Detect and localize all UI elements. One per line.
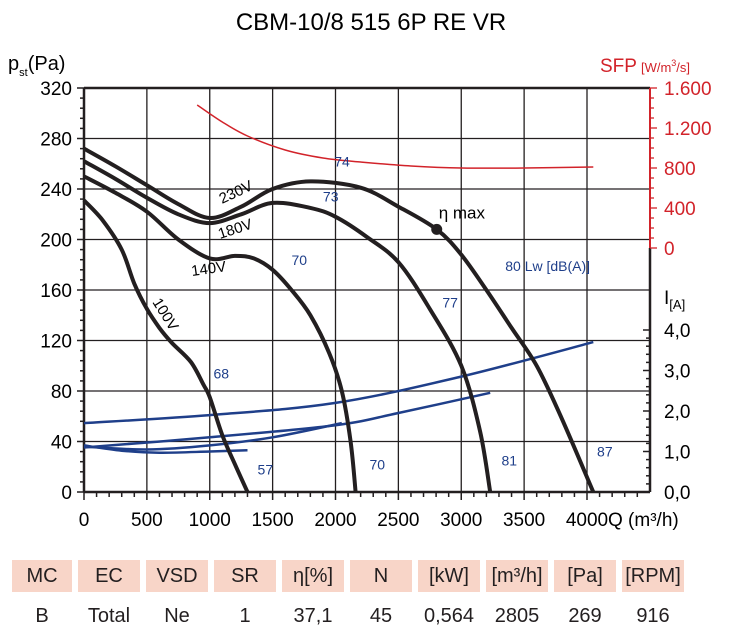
y-tick-label: 0	[61, 483, 72, 504]
noise-label: 70	[291, 252, 307, 268]
noise-label: 74	[334, 153, 350, 169]
sfp-tick-label: 800	[664, 159, 696, 180]
x-tick-label: 1000	[189, 510, 231, 531]
current-tick-label: 0,0	[664, 483, 690, 504]
spec-value-cell: 0,564	[423, 604, 475, 627]
sfp-axis-label: SFP [W/m3/s]	[600, 56, 690, 77]
x-tick-label: 4000	[566, 510, 608, 531]
spec-header-cell: MC	[12, 560, 72, 592]
noise-label: 80 Lw [dB(A)]	[505, 258, 590, 274]
x-tick-label: 3000	[440, 510, 482, 531]
current-tick-label: 3,0	[664, 362, 690, 383]
pressure-curve-140v	[83, 174, 358, 493]
noise-label: 68	[214, 365, 230, 381]
spec-value-cell: B	[35, 604, 49, 627]
current-tick-label: 4,0	[664, 321, 690, 342]
sfp-tick-label: 1.600	[664, 79, 712, 100]
sfp-curve	[196, 104, 594, 169]
noise-label: 73	[323, 189, 339, 205]
spec-header-cell: EC	[78, 560, 140, 592]
eta-max-label: η max	[439, 203, 486, 222]
noise-label: 87	[597, 444, 613, 460]
sfp-tick-label: 1.200	[664, 119, 712, 140]
y-tick-label: 160	[40, 281, 72, 302]
spec-value-cell: 37,1	[293, 604, 333, 627]
x-tick-label: 500	[131, 510, 163, 531]
current-tick-label: 2,0	[664, 402, 690, 423]
y-tick-label: 320	[40, 79, 72, 100]
y-tick-label: 40	[51, 433, 72, 454]
axes	[77, 86, 657, 500]
sfp-tick-label: 0	[664, 239, 675, 260]
noise-label: 77	[442, 295, 458, 311]
spec-header-cell: [m³/h]	[486, 560, 548, 592]
spec-header-cell: η[%]	[282, 560, 344, 592]
spec-table: MC EC VSD SR η[%] N [kW] [m³/h] [Pa] [RPM] B Total…	[6, 560, 690, 636]
x-tick-label: 0	[79, 510, 90, 531]
x-axis-label: Q (m³/h)	[608, 510, 679, 531]
y-axis-label: pst(Pa)	[8, 53, 65, 79]
spec-header-cell: [Pa]	[554, 560, 616, 592]
y-tick-label: 280	[40, 130, 72, 151]
current-curve	[83, 340, 594, 425]
chart-title: CBM-10/8 515 6P RE VR	[236, 9, 506, 36]
spec-value-cell: 45	[369, 604, 393, 627]
current-curve	[83, 444, 248, 454]
labels: 0 500 1000 1500 2000 2500 3000 3500 4000 Q (m³/h)…	[40, 79, 711, 531]
spec-value-cell: Ne	[164, 604, 190, 627]
current-curve	[83, 421, 343, 451]
x-tick-label: 2500	[377, 510, 419, 531]
y-tick-label: 80	[51, 382, 72, 403]
series	[82, 104, 596, 493]
x-tick-label: 1500	[251, 510, 293, 531]
noise-label: 70	[369, 456, 385, 472]
pressure-curve-100v	[82, 198, 250, 493]
spec-header-cell: N	[350, 560, 412, 592]
grid	[84, 88, 650, 492]
noise-label: 81	[501, 452, 517, 468]
y-tick-label: 240	[40, 180, 72, 201]
spec-value-cell: Total	[87, 604, 131, 627]
sfp-tick-label: 400	[664, 199, 696, 220]
spec-header-cell: SR	[214, 560, 276, 592]
spec-value-row: B Total Ne 1 37,1 45 0,564 2805 269 916	[12, 592, 684, 636]
voltage-label: 140V	[190, 258, 227, 280]
spec-value-cell: 1	[239, 604, 251, 627]
spec-value-cell: 269	[568, 604, 602, 627]
eta-max-point	[431, 223, 443, 235]
current-tick-label: 1,0	[664, 443, 690, 464]
y-tick-label: 120	[40, 332, 72, 353]
spec-value-cell: 2805	[494, 604, 540, 627]
pressure-curve-180v	[83, 159, 493, 493]
voltage-label: 100V	[149, 295, 182, 334]
y-tick-label: 200	[40, 231, 72, 252]
noise-label: 57	[258, 461, 274, 477]
spec-header-cell: [kW]	[418, 560, 480, 592]
current-axis-label: I[A]	[664, 288, 685, 312]
fan-curve-chart: CBM-10/8 515 6P RE VR pst(Pa) SFP [W/m3/s…	[8, 9, 712, 531]
x-tick-label: 3500	[503, 510, 545, 531]
x-tick-label: 2000	[314, 510, 356, 531]
pressure-curve-230v	[83, 146, 596, 493]
spec-header-cell: VSD	[146, 560, 208, 592]
spec-header-row: MC EC VSD SR η[%] N [kW] [m³/h] [Pa] [RPM]	[12, 560, 684, 592]
spec-header-cell: [RPM]	[622, 560, 684, 592]
spec-value-cell: 916	[636, 604, 670, 627]
